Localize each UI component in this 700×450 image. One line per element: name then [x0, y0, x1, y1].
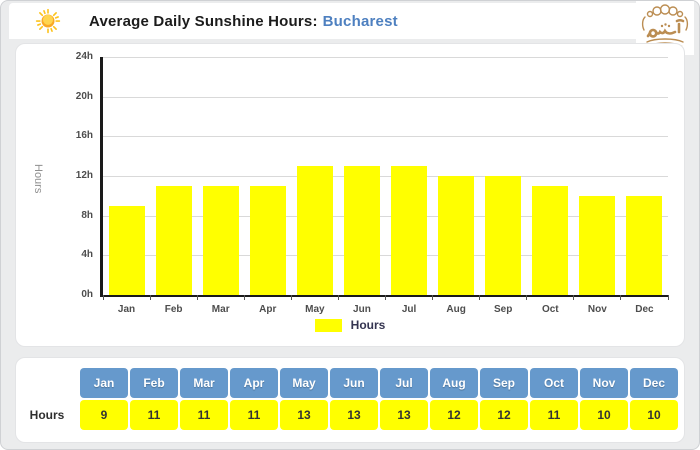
x-tick [573, 295, 575, 300]
gridline [103, 176, 668, 177]
table-month-cell: Jan [80, 368, 128, 398]
table-row-label: Hours [29, 408, 65, 422]
table-value-cell: 13 [380, 400, 428, 430]
x-tick [149, 295, 151, 300]
x-axis-label: Oct [541, 304, 559, 315]
x-tick [479, 295, 481, 300]
y-tick-label: 16h [75, 130, 93, 142]
x-axis-label: Apr [259, 304, 277, 315]
sun-icon [35, 8, 61, 34]
legend-label: Hours [350, 318, 386, 332]
y-tick-label: 12h [75, 170, 93, 181]
header-bar: Average Daily Sunshine Hours: Bucharest [9, 3, 691, 39]
x-axis-label: Jul [401, 304, 417, 315]
table-header-row: Jan Feb Mar Apr May Jun Jul Aug Sep Oct Nov Dec [80, 368, 678, 398]
y-tick-label: 8h [81, 209, 93, 221]
table-month-cell: Jul [380, 368, 428, 398]
table-month-cell: Sep [480, 368, 528, 398]
x-tick [432, 295, 434, 300]
chart-bar-oct[interactable] [532, 185, 569, 295]
table-value-row: 9 11 11 11 13 13 13 12 12 11 10 10 [80, 400, 678, 430]
chart-bar-jan[interactable] [108, 205, 145, 295]
table-value-cell: 13 [280, 400, 328, 430]
x-tick [243, 295, 245, 300]
table-month-cell: Feb [130, 368, 178, 398]
chart-bar-aug[interactable] [438, 176, 475, 295]
table-value-cell: 10 [630, 400, 678, 430]
x-axis-label: Dec [635, 304, 654, 315]
table-month-cell: Apr [230, 368, 278, 398]
table-value-cell: 11 [180, 400, 228, 430]
chart-bar-mar[interactable] [202, 185, 239, 295]
data-table-panel: Hours Jan Feb Mar Apr May Jun Jul Aug Sep Oct Nov D… [15, 357, 685, 443]
table-value-cell: 11 [530, 400, 578, 430]
x-axis-label: Mar [211, 304, 230, 315]
x-tick [667, 295, 669, 300]
chart-bar-jul[interactable] [391, 166, 428, 295]
gridline [103, 215, 668, 217]
y-axis-title: Hours [32, 164, 44, 194]
page-title-text: Average Daily Sunshine Hours: [89, 12, 318, 30]
chart-bar-dec[interactable] [626, 195, 663, 295]
table-month-cell: Nov [580, 368, 628, 398]
gridline [103, 96, 668, 98]
x-axis-label: Feb [164, 304, 183, 315]
x-tick [196, 295, 198, 300]
gridline [103, 255, 668, 257]
y-tick-label: 24h [75, 51, 93, 62]
table-value-cell: 11 [230, 400, 278, 430]
table-value-cell: 9 [80, 400, 128, 430]
x-axis-label: Nov [587, 304, 607, 315]
page-title: Average Daily Sunshine Hours: Bucharest [89, 13, 398, 30]
legend-item[interactable]: Hours [16, 318, 684, 332]
x-axis-label: Jun [353, 304, 371, 315]
chart-bar-may[interactable] [296, 166, 333, 295]
page-title-city: Bucharest [322, 12, 398, 30]
table-month-cell: May [280, 368, 328, 398]
x-tick [385, 295, 386, 300]
table-value-cell: 13 [330, 400, 378, 430]
x-axis-label: Sep [494, 304, 513, 315]
y-tick-label: 20h [75, 90, 93, 102]
table-month-cell: Dec [630, 368, 678, 398]
table-month-cell: Mar [180, 368, 228, 398]
x-axis-label: May [305, 304, 325, 315]
chart-bar-feb[interactable] [155, 185, 192, 295]
table-value-cell: 12 [480, 400, 528, 430]
y-tick-label: 4h [81, 249, 93, 261]
x-tick [620, 295, 622, 300]
chart-bar-jun[interactable] [343, 166, 380, 295]
table-value-cell: 11 [130, 400, 178, 430]
table-value-cell: 10 [580, 400, 628, 430]
legend-swatch [314, 318, 342, 332]
x-tick [337, 295, 339, 300]
table-month-cell: Oct [530, 368, 578, 398]
x-tick [102, 295, 104, 300]
plot-area: 0h 4h 8h 12h 16h 20h 24h Jan Feb Mar Apr May Jun Jul A… [76, 51, 669, 315]
chart-bar-nov[interactable] [579, 195, 616, 295]
x-tick [526, 295, 528, 300]
gridline [103, 136, 668, 138]
chart-panel: Hours 0h 4h 8h 12h 16h 20h 24h Jan Feb Mar Apr May J… [15, 43, 685, 347]
x-axis-label: Jan [117, 304, 136, 315]
x-tick [290, 295, 292, 300]
chart-bar-sep[interactable] [485, 176, 522, 295]
table-month-cell: Aug [430, 368, 478, 398]
table-value-cell: 12 [430, 400, 478, 430]
chart-bar-apr[interactable] [249, 185, 286, 295]
y-tick-label: 0h [81, 289, 93, 300]
x-axis-label: Aug [446, 304, 466, 315]
gridline [103, 57, 668, 58]
table-month-cell: Jun [330, 368, 378, 398]
